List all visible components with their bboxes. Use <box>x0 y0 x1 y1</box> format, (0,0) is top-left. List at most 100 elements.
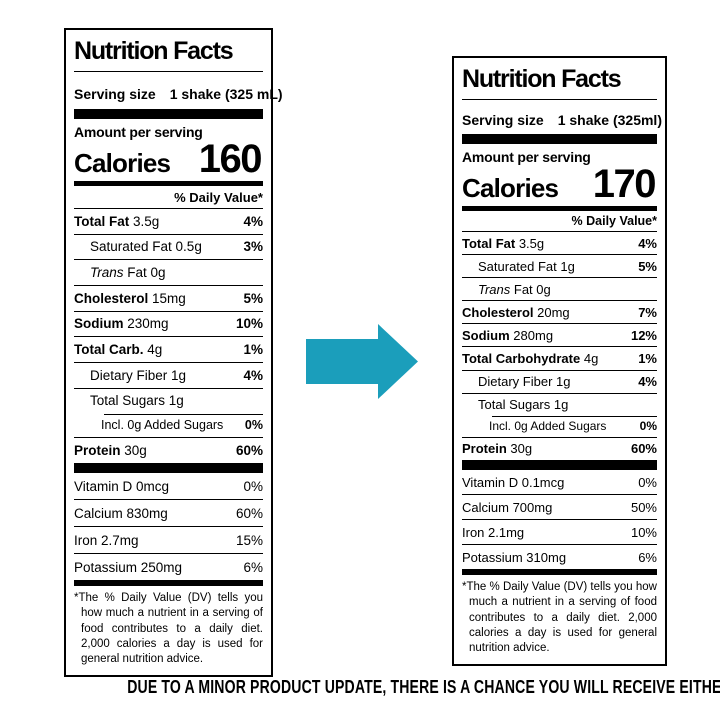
nutrient-row-sodium: Sodium 230mg 10% <box>74 310 263 337</box>
nutrient-row-added-sugars: Incl. 0g Added Sugars 0% <box>74 413 263 438</box>
daily-value-header: % Daily Value* <box>174 190 263 205</box>
nutrition-facts-title: Nutrition Facts <box>74 35 263 72</box>
nutrient-name: Dietary Fiber 1g <box>90 367 187 383</box>
nutrient-name: Sodium 280mg <box>462 327 554 343</box>
nutrient-dv: 1% <box>638 350 657 366</box>
nutrition-facts-title: Nutrition Facts <box>462 63 657 100</box>
nutrient-dv: 10% <box>235 316 263 332</box>
serving-size-label: Serving size <box>462 112 544 128</box>
vitamin-dv: 60% <box>235 505 263 521</box>
product-update-caption: DUE TO A MINOR PRODUCT UPDATE, THERE IS … <box>0 676 720 698</box>
nutrient-row-trans-fat: Trans Fat 0g <box>462 277 657 300</box>
nutrient-dv: 4% <box>638 374 657 390</box>
daily-value-footnote: *The % Daily Value (DV) tells you how mu… <box>74 591 263 666</box>
nutrient-name: Total Carbohydrate 4g <box>462 350 599 366</box>
nutrition-label-old: Nutrition Facts Serving size 1 shake (32… <box>64 28 283 677</box>
vitamin-name: Iron 2.1mg <box>462 524 525 540</box>
nutrient-row-added-sugars: Incl. 0g Added Sugars 0% <box>462 415 657 437</box>
nutrient-name: Saturated Fat 0.5g <box>90 239 202 255</box>
vitamin-dv: 50% <box>630 499 657 515</box>
medium-divider <box>74 181 263 186</box>
nutrient-name: Dietary Fiber 1g <box>478 374 571 390</box>
vitamin-name: Vitamin D 0.1mcg <box>462 474 565 490</box>
medium-divider <box>462 206 657 211</box>
vitamins-section: Vitamin D 0.1mcg 0% Calcium 700mg 50% Ir… <box>462 470 657 569</box>
vitamin-name: Calcium 830mg <box>74 505 168 521</box>
vitamin-name: Iron 2.7mg <box>74 532 139 548</box>
thick-divider <box>74 462 263 473</box>
nutrient-row-total-sugars: Total Sugars 1g <box>462 392 657 416</box>
calories-label: Calories <box>74 148 171 178</box>
nutrient-row-total-sugars: Total Sugars 1g <box>74 387 263 414</box>
nutrient-dv: 60% <box>630 441 657 457</box>
nutrient-dv: 3% <box>243 239 263 255</box>
daily-value-header: % Daily Value* <box>571 214 657 228</box>
nutrient-row-dietary-fiber: Dietary Fiber 1g 4% <box>462 369 657 393</box>
thick-divider <box>74 109 263 119</box>
nutrient-row-total-carb: Total Carb. 4g 1% <box>74 336 263 362</box>
nutrient-dv: 5% <box>243 290 263 306</box>
vitamin-dv: 6% <box>638 549 657 565</box>
nutrient-dv: 4% <box>243 213 263 229</box>
calories-row: Calories 170 <box>462 162 657 206</box>
nutrient-dv: 60% <box>235 442 263 458</box>
nutrient-row-protein: Protein 30g 60% <box>74 437 263 463</box>
nutrient-name: Total Sugars 1g <box>90 393 184 409</box>
nutrient-name: Protein 30g <box>462 441 533 457</box>
thin-divider <box>462 568 657 575</box>
nutrient-dv: 12% <box>630 327 657 343</box>
nutrient-dv: 7% <box>638 304 657 320</box>
amount-per-serving: Amount per serving <box>74 124 203 140</box>
serving-size-label: Serving size <box>74 86 156 102</box>
vitamin-dv: 6% <box>243 559 263 575</box>
vitamin-row-calcium: Calcium 830mg 60% <box>74 498 263 526</box>
vitamin-name: Potassium 250mg <box>74 559 183 575</box>
nutrient-dv: 5% <box>638 258 657 274</box>
nutrient-name: Sodium 230mg <box>74 316 169 332</box>
serving-size-row: Serving size 1 shake (325 mL) <box>74 86 283 102</box>
vitamin-dv: 10% <box>630 524 657 540</box>
calories-label: Calories <box>462 173 559 203</box>
vitamin-name: Vitamin D 0mcg <box>74 478 170 494</box>
thin-divider <box>74 579 263 586</box>
serving-size-value: 1 shake (325ml) <box>557 112 662 128</box>
nutrient-name: Cholesterol 15mg <box>74 290 186 306</box>
vitamin-name: Calcium 700mg <box>462 499 553 515</box>
nutrient-name: Trans Fat 0g <box>478 281 551 297</box>
nutrient-row-protein: Protein 30g 60% <box>462 436 657 460</box>
nutrient-dv: 0% <box>639 419 657 434</box>
nutrient-name: Protein 30g <box>74 442 147 458</box>
nutrient-row-total-fat: Total Fat 3.5g 4% <box>462 231 657 254</box>
nutrient-name: Total Fat 3.5g <box>74 213 160 229</box>
daily-value-footnote: *The % Daily Value (DV) tells you how mu… <box>462 580 657 655</box>
nutrient-name: Total Sugars 1g <box>478 397 569 413</box>
calories-row: Calories 160 <box>74 139 263 179</box>
vitamins-section: Vitamin D 0mcg 0% Calcium 830mg 60% Iron… <box>74 473 263 580</box>
vitamin-row-calcium: Calcium 700mg 50% <box>462 493 657 519</box>
nutrition-label-new: Nutrition Facts Serving size 1 shake (32… <box>452 56 667 666</box>
thick-divider <box>462 134 657 144</box>
nutrient-name: Total Fat 3.5g <box>462 235 545 251</box>
nutrient-row-total-carbohydrate: Total Carbohydrate 4g 1% <box>462 346 657 369</box>
nutrient-row-cholesterol: Cholesterol 20mg 7% <box>462 300 657 323</box>
nutrient-name: Incl. 0g Added Sugars <box>101 418 224 432</box>
vitamin-row-potassium: Potassium 310mg 6% <box>462 543 657 569</box>
calories-value: 170 <box>592 162 657 206</box>
nutrient-row-trans-fat: Trans Fat 0g <box>74 259 263 285</box>
vitamin-dv: 0% <box>638 474 657 490</box>
right-arrow-icon <box>306 324 418 400</box>
vitamin-row-vitamin-d: Vitamin D 0mcg 0% <box>74 473 263 499</box>
nutrient-name: Trans Fat 0g <box>90 264 166 280</box>
thick-divider <box>462 459 657 470</box>
nutrient-row-cholesterol: Cholesterol 15mg 5% <box>74 285 263 311</box>
serving-size-value: 1 shake (325 mL) <box>169 86 283 102</box>
nutrient-row-total-fat: Total Fat 3.5g 4% <box>74 208 263 234</box>
nutrient-dv: 4% <box>638 235 657 251</box>
vitamin-dv: 15% <box>235 532 263 548</box>
vitamin-row-iron: Iron 2.1mg 10% <box>462 518 657 544</box>
right-arrow-svg <box>306 324 418 399</box>
nutrient-row-dietary-fiber: Dietary Fiber 1g 4% <box>74 362 263 388</box>
nutrient-row-saturated-fat: Saturated Fat 0.5g 3% <box>74 233 263 260</box>
nutrient-dv: 4% <box>243 367 263 383</box>
vitamin-row-vitamin-d: Vitamin D 0.1mcg 0% <box>462 470 657 494</box>
